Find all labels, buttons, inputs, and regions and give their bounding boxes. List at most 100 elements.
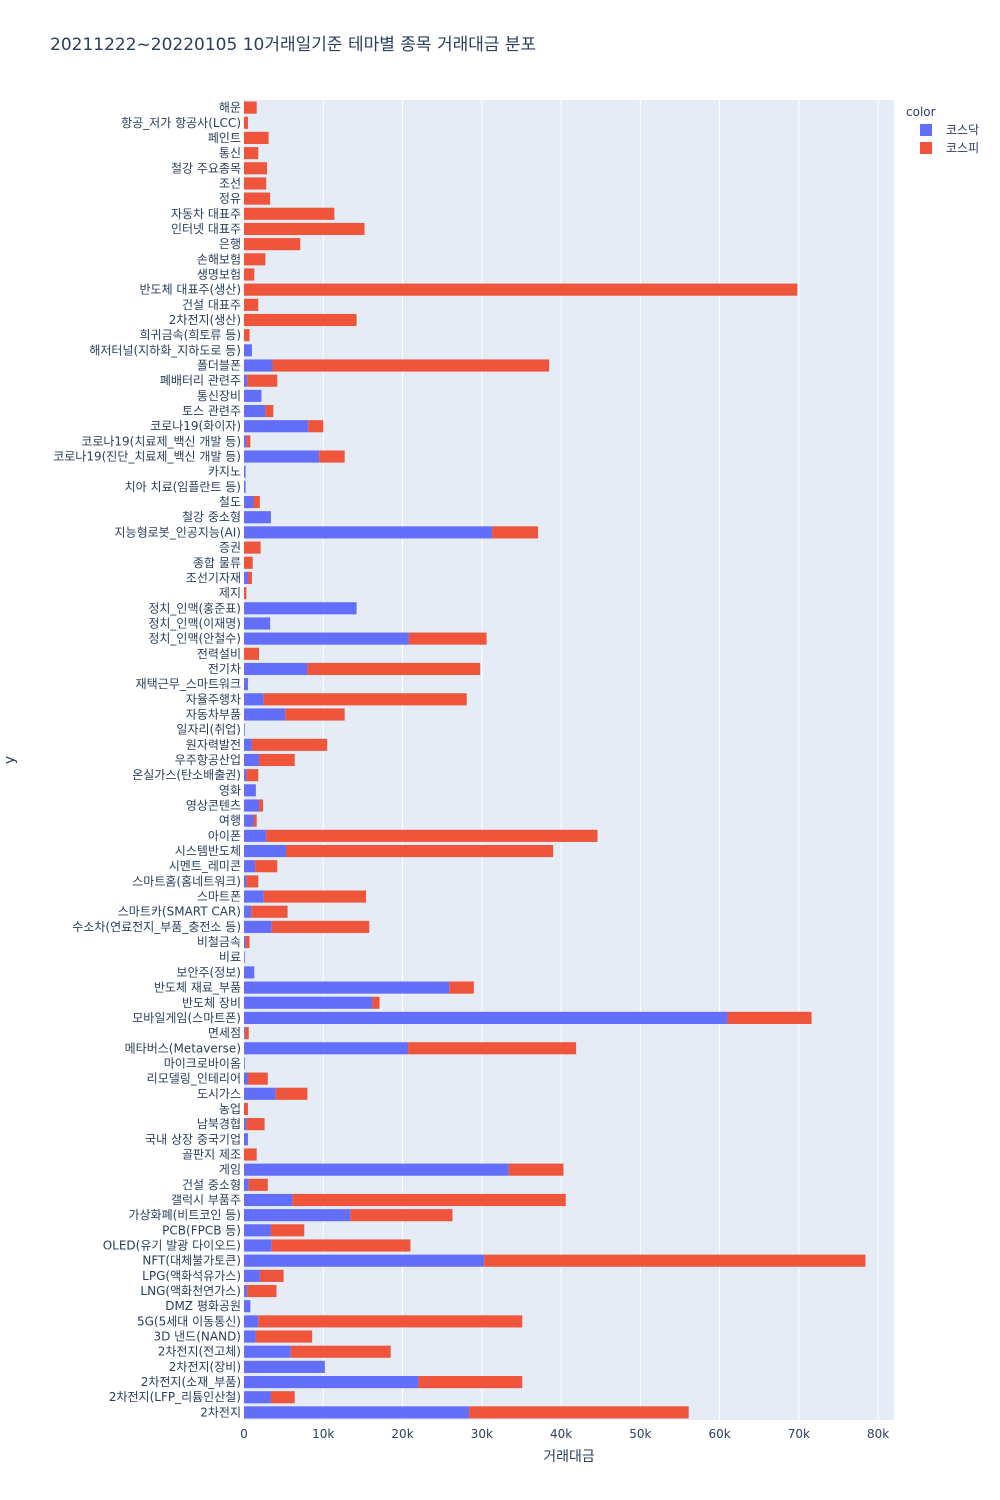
- bar-kospi[interactable]: [244, 222, 365, 236]
- bar-kosdaq[interactable]: [244, 1011, 728, 1024]
- bar-kosdaq[interactable]: [244, 799, 260, 812]
- bar-kospi[interactable]: [255, 1330, 313, 1343]
- bar-kospi[interactable]: [244, 541, 261, 554]
- bar-kospi[interactable]: [244, 253, 266, 266]
- bar-kospi[interactable]: [245, 936, 250, 949]
- bar-kosdaq[interactable]: [244, 1391, 271, 1404]
- bar-kospi[interactable]: [265, 404, 274, 418]
- bar-kosdaq[interactable]: [244, 404, 266, 418]
- bar-kospi[interactable]: [286, 844, 554, 858]
- bar-kospi[interactable]: [244, 207, 335, 220]
- bar-kosdaq[interactable]: [244, 571, 248, 584]
- bar-kospi[interactable]: [247, 571, 252, 584]
- bar-kosdaq[interactable]: [244, 1239, 272, 1252]
- bar-kosdaq[interactable]: [244, 344, 252, 357]
- bar-kospi[interactable]: [275, 1087, 308, 1100]
- bar-kospi[interactable]: [244, 131, 269, 144]
- bar-kospi[interactable]: [408, 632, 487, 645]
- bar-kospi[interactable]: [319, 450, 345, 463]
- bar-kosdaq[interactable]: [244, 966, 255, 979]
- legend-item-kosdaq[interactable]: 코스닥: [920, 123, 979, 137]
- bar-kospi[interactable]: [244, 313, 357, 327]
- bar-kosdaq[interactable]: [244, 602, 357, 615]
- bar-kospi[interactable]: [246, 1118, 265, 1131]
- bar-kospi[interactable]: [244, 101, 257, 114]
- bar-kosdaq[interactable]: [244, 662, 308, 676]
- bar-kospi[interactable]: [469, 1406, 689, 1419]
- legend-item-kospi[interactable]: 코스피: [920, 141, 979, 155]
- bar-kosdaq[interactable]: [244, 814, 254, 827]
- bar-kospi[interactable]: [307, 662, 481, 676]
- bar-kosdaq[interactable]: [244, 359, 273, 372]
- bar-kosdaq[interactable]: [244, 1254, 485, 1267]
- bar-kospi[interactable]: [259, 799, 264, 812]
- bar-kospi[interactable]: [308, 420, 324, 433]
- bar-kospi[interactable]: [270, 1224, 305, 1237]
- legend[interactable]: color 코스닥 코스피: [906, 105, 979, 155]
- bar-kospi[interactable]: [270, 1391, 295, 1404]
- bar-kosdaq[interactable]: [244, 1133, 248, 1146]
- bar-kospi[interactable]: [251, 905, 288, 918]
- bar-kospi[interactable]: [259, 753, 295, 767]
- bar-kospi[interactable]: [255, 860, 278, 873]
- bar-kospi[interactable]: [492, 526, 539, 539]
- bar-kospi[interactable]: [246, 769, 259, 782]
- bar-kospi[interactable]: [259, 1269, 284, 1282]
- bar-kosdaq[interactable]: [244, 981, 450, 994]
- bar-kospi[interactable]: [292, 1193, 566, 1207]
- bar-kospi[interactable]: [418, 1376, 523, 1389]
- bar-kospi[interactable]: [244, 1102, 248, 1116]
- bar-kospi[interactable]: [247, 1284, 277, 1298]
- bar-kospi[interactable]: [263, 693, 467, 706]
- bar-kospi[interactable]: [244, 647, 260, 660]
- bar-kosdaq[interactable]: [244, 678, 248, 691]
- bar-kosdaq[interactable]: [244, 496, 254, 509]
- bar-kospi[interactable]: [251, 738, 328, 751]
- bar-kosdaq[interactable]: [244, 632, 409, 645]
- bar-kosdaq[interactable]: [244, 996, 373, 1009]
- bar-kospi[interactable]: [253, 496, 260, 509]
- bar-kosdaq[interactable]: [244, 1193, 293, 1207]
- bar-kosdaq[interactable]: [244, 951, 245, 964]
- bar-kospi[interactable]: [244, 587, 247, 600]
- bar-kosdaq[interactable]: [244, 905, 252, 918]
- bar-kospi[interactable]: [244, 1027, 249, 1040]
- bar-kosdaq[interactable]: [244, 1087, 276, 1100]
- bar-kosdaq[interactable]: [244, 420, 309, 433]
- bar-kosdaq[interactable]: [244, 1315, 259, 1328]
- bar-kosdaq[interactable]: [244, 526, 493, 539]
- bar-kospi[interactable]: [253, 814, 257, 827]
- bar-kospi[interactable]: [244, 177, 267, 190]
- bar-kosdaq[interactable]: [244, 890, 264, 903]
- bar-kospi[interactable]: [244, 162, 267, 175]
- bar-kospi[interactable]: [484, 1254, 866, 1267]
- bar-kospi[interactable]: [285, 708, 345, 721]
- bar-kosdaq[interactable]: [244, 480, 246, 493]
- bar-kosdaq[interactable]: [244, 1376, 419, 1389]
- bar-kosdaq[interactable]: [244, 1178, 249, 1191]
- bar-kosdaq[interactable]: [244, 693, 264, 706]
- bar-kosdaq[interactable]: [244, 1269, 260, 1282]
- bar-kospi[interactable]: [290, 1345, 391, 1358]
- bar-kosdaq[interactable]: [244, 1300, 251, 1313]
- bar-kosdaq[interactable]: [244, 860, 256, 873]
- bar-kospi[interactable]: [244, 283, 798, 296]
- bar-kospi[interactable]: [372, 996, 380, 1009]
- bar-kospi[interactable]: [244, 298, 259, 311]
- bar-kosdaq[interactable]: [244, 1057, 245, 1070]
- bar-kosdaq[interactable]: [244, 1072, 248, 1085]
- bar-kosdaq[interactable]: [244, 1163, 509, 1176]
- bar-kosdaq[interactable]: [244, 1042, 409, 1055]
- bar-kospi[interactable]: [244, 1148, 257, 1161]
- bar-kosdaq[interactable]: [244, 1345, 291, 1358]
- bar-kosdaq[interactable]: [244, 1027, 245, 1040]
- bar-kospi[interactable]: [272, 359, 550, 372]
- bar-kosdaq[interactable]: [244, 875, 247, 888]
- bar-kosdaq[interactable]: [244, 1118, 247, 1131]
- bar-kosdaq[interactable]: [244, 1406, 470, 1419]
- bar-kospi[interactable]: [244, 147, 259, 160]
- bar-kospi[interactable]: [408, 1042, 577, 1055]
- bar-kospi[interactable]: [266, 829, 598, 842]
- bar-kospi[interactable]: [244, 556, 253, 569]
- bar-kosdaq[interactable]: [244, 844, 287, 858]
